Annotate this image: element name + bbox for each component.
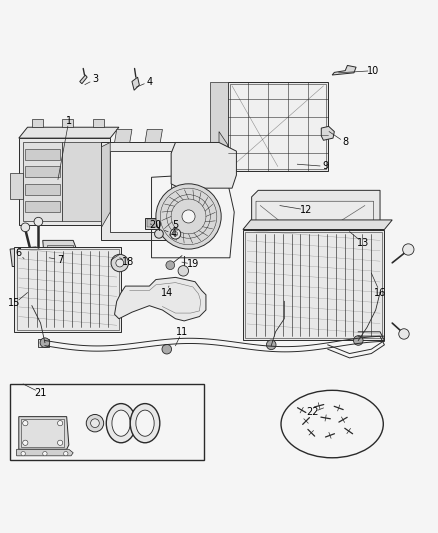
Circle shape (43, 451, 47, 456)
Bar (147, 220, 163, 228)
Text: 8: 8 (342, 138, 348, 148)
Polygon shape (332, 66, 356, 75)
Polygon shape (110, 151, 171, 232)
Bar (243, 230, 385, 341)
Bar (230, 84, 325, 168)
Text: 13: 13 (357, 238, 369, 247)
Polygon shape (243, 220, 392, 230)
Circle shape (182, 210, 195, 223)
Bar (17, 249, 119, 329)
Polygon shape (10, 247, 39, 266)
Text: 22: 22 (306, 407, 319, 417)
Polygon shape (132, 77, 139, 90)
Circle shape (23, 421, 28, 426)
Circle shape (170, 229, 181, 239)
Bar (39, 339, 49, 347)
Text: 10: 10 (367, 66, 380, 76)
Polygon shape (210, 82, 228, 144)
Circle shape (399, 329, 409, 339)
Circle shape (155, 230, 163, 238)
Circle shape (40, 338, 49, 348)
Circle shape (173, 232, 178, 236)
Circle shape (34, 217, 43, 226)
Polygon shape (47, 245, 73, 262)
Ellipse shape (130, 403, 160, 443)
Circle shape (21, 223, 30, 232)
Circle shape (162, 344, 172, 354)
Circle shape (116, 259, 124, 267)
Polygon shape (80, 75, 87, 84)
Polygon shape (25, 201, 60, 212)
Circle shape (86, 415, 104, 432)
Polygon shape (256, 201, 374, 251)
Circle shape (266, 340, 276, 350)
Bar (245, 232, 382, 338)
Text: 1: 1 (66, 116, 72, 126)
Circle shape (111, 254, 128, 272)
Text: 3: 3 (92, 75, 98, 84)
Polygon shape (252, 190, 380, 256)
Polygon shape (19, 138, 110, 225)
Polygon shape (25, 166, 60, 177)
Circle shape (91, 419, 99, 427)
Bar (14, 247, 121, 332)
Circle shape (57, 440, 63, 446)
Circle shape (353, 336, 363, 345)
Text: 12: 12 (300, 205, 312, 215)
Bar (21, 419, 64, 447)
Polygon shape (10, 173, 23, 199)
Bar (10, 384, 204, 460)
Text: 16: 16 (374, 288, 386, 297)
Polygon shape (171, 142, 237, 188)
Ellipse shape (281, 390, 383, 458)
Text: 6: 6 (16, 248, 22, 259)
Text: 5: 5 (172, 220, 179, 230)
Polygon shape (25, 149, 60, 160)
Polygon shape (93, 118, 104, 127)
Polygon shape (19, 127, 119, 138)
Circle shape (57, 421, 63, 426)
Polygon shape (17, 449, 73, 456)
Ellipse shape (106, 403, 136, 443)
Circle shape (166, 261, 175, 270)
Polygon shape (23, 142, 62, 221)
Polygon shape (19, 417, 69, 449)
Circle shape (156, 184, 221, 249)
Circle shape (64, 451, 68, 456)
Polygon shape (228, 82, 328, 171)
Text: 11: 11 (176, 327, 188, 337)
Polygon shape (145, 130, 162, 142)
Text: 4: 4 (146, 77, 152, 86)
Polygon shape (62, 118, 73, 127)
Text: 20: 20 (150, 220, 162, 230)
Circle shape (178, 265, 188, 276)
Bar (145, 218, 165, 229)
Polygon shape (115, 277, 206, 321)
Polygon shape (115, 130, 132, 142)
Polygon shape (321, 126, 334, 140)
Circle shape (23, 440, 28, 446)
Circle shape (21, 451, 25, 456)
Text: 19: 19 (187, 260, 199, 269)
Text: 7: 7 (57, 255, 63, 265)
Polygon shape (102, 142, 180, 240)
Polygon shape (43, 240, 80, 264)
Polygon shape (219, 132, 228, 171)
Circle shape (403, 244, 414, 255)
Polygon shape (62, 142, 106, 221)
Text: 4: 4 (170, 229, 177, 239)
Text: 21: 21 (34, 387, 47, 398)
Ellipse shape (112, 410, 130, 436)
Text: 9: 9 (322, 161, 328, 172)
Text: 15: 15 (8, 298, 21, 309)
Polygon shape (102, 142, 110, 228)
Text: 14: 14 (161, 288, 173, 297)
Ellipse shape (136, 410, 154, 436)
Polygon shape (25, 184, 60, 195)
Polygon shape (32, 118, 43, 127)
Text: 18: 18 (121, 257, 134, 267)
